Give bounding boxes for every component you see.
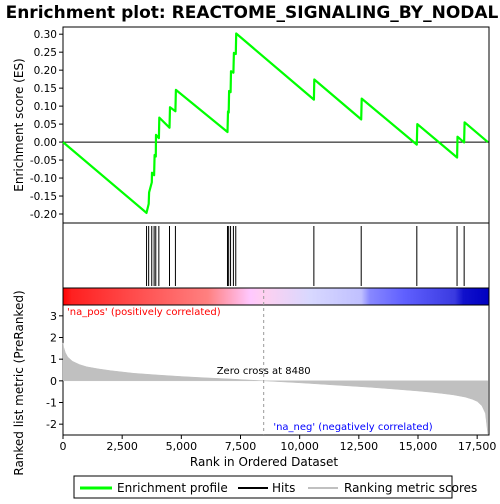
ranking-x-tick-label: 12,500	[340, 440, 379, 453]
ranking-y-axis-label: Ranked list metric (PreRanked)	[12, 290, 26, 475]
ranking-x-tick-label: 0	[60, 440, 67, 453]
ranking-y-axis: -2 -1 0 1 2 3	[46, 310, 63, 431]
es-y-tick-label: -0.05	[30, 155, 57, 167]
ranking-x-tick-label: 7,500	[225, 440, 257, 453]
ranking-x-tick-label: 5,000	[166, 440, 198, 453]
hit-markers	[146, 226, 465, 286]
es-y-tick-label: 0.20	[34, 65, 57, 77]
ranking-x-tick-label: 17,500	[458, 440, 497, 453]
ranking-metric-area	[62, 342, 489, 434]
ranking-y-tick-label: -1	[46, 397, 57, 410]
es-y-tick-label: 0.25	[34, 47, 57, 59]
ranking-x-tick-label: 10,000	[280, 440, 319, 453]
enrichment-panel-frame	[62, 26, 490, 224]
es-y-tick-label: 0.05	[34, 119, 57, 131]
pos-correlation-label: 'na_pos' (positively correlated)	[67, 307, 221, 318]
ranking-color-bar	[63, 288, 489, 305]
es-y-tick-label: 0.10	[34, 101, 57, 113]
ranking-x-axis: 0 2,500 5,000 7,500 10,000 12,500 15,000 17,500	[60, 435, 497, 453]
legend-enrichment-label: Enrichment profile	[117, 481, 228, 495]
es-y-tick-label: 0.30	[34, 29, 57, 41]
es-y-tick-label: 0.15	[34, 83, 57, 95]
es-y-tick-label: -0.15	[30, 191, 57, 203]
enrichment-profile-line	[62, 32, 489, 214]
enrichment-curve-group	[62, 32, 489, 214]
ranking-y-tick-label: 0	[50, 375, 57, 388]
es-y-tick-label: -0.10	[30, 173, 57, 185]
ranking-metric-fill	[62, 342, 489, 434]
legend-hits-label: Hits	[272, 481, 295, 495]
es-y-tick-label: 0.00	[34, 137, 57, 149]
ranking-y-tick-label: -2	[46, 418, 57, 431]
ranking-y-tick-label: 1	[50, 353, 57, 366]
es-y-axis-label: Enrichment score (ES)	[12, 58, 26, 191]
zero-cross-label: Zero cross at 8480	[217, 366, 311, 377]
ranking-y-tick-label: 2	[50, 332, 57, 345]
es-y-axis: -0.20 -0.15 -0.10 -0.05 0.00 0.05 0.10 0.15 0.20…	[30, 29, 63, 221]
hits-panel-frame	[62, 222, 490, 289]
legend-ranking-label: Ranking metric scores	[344, 481, 477, 495]
ranking-x-axis-label: Rank in Ordered Dataset	[190, 455, 338, 469]
chart-title: Enrichment plot: REACTOME_SIGNALING_BY_N…	[6, 3, 499, 23]
ranking-x-tick-label: 15,000	[399, 440, 438, 453]
es-y-tick-label: -0.20	[30, 209, 57, 221]
ranking-x-tick-label: 2,500	[106, 440, 138, 453]
neg-correlation-label: 'na_neg' (negatively correlated)	[273, 422, 432, 433]
ranking-y-tick-label: 3	[50, 310, 57, 323]
